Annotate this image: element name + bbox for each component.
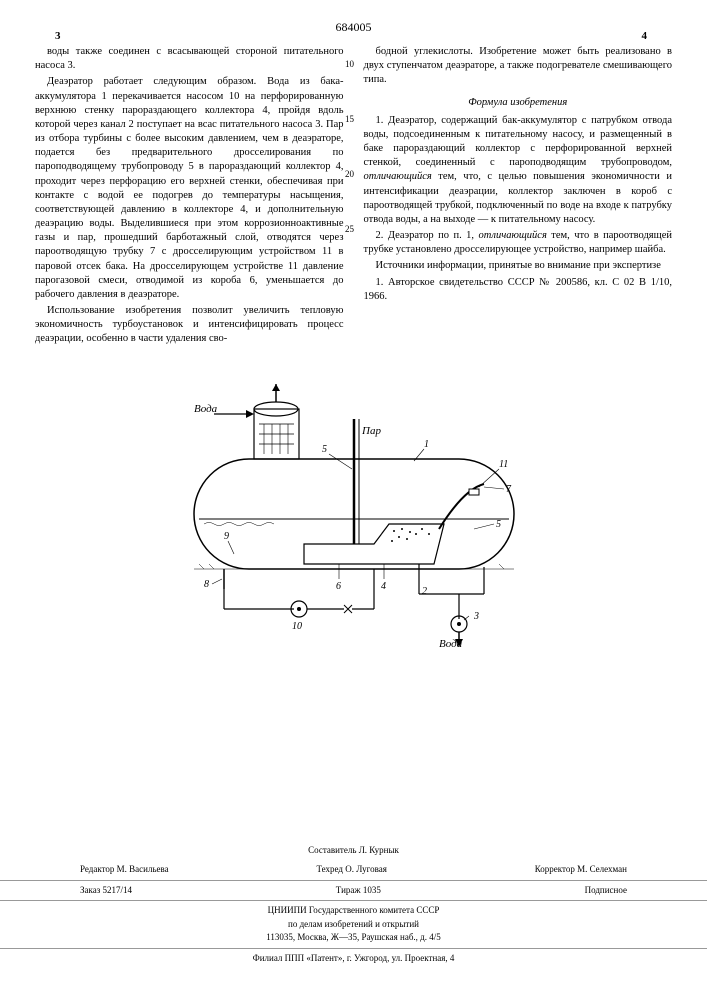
page-number-right: 4 xyxy=(642,30,648,42)
footer-subscription: Подписное xyxy=(585,884,627,898)
footer-block: Составитель Л. Курнык Редактор М. Василь… xyxy=(0,844,707,966)
label-5a: 5 xyxy=(322,444,327,455)
line-mark: 20 xyxy=(345,170,354,179)
footer-addr2: Филиал ППП «Патент», г. Ужгород, ул. Про… xyxy=(0,952,707,966)
footer-tirage: Тираж 1035 xyxy=(336,884,381,898)
document-number: 684005 xyxy=(35,20,672,35)
label-7: 7 xyxy=(506,484,512,495)
source-reference: 1. Авторское свидетельство СССР № 200586… xyxy=(364,276,673,304)
footer-tech: Техред О. Луговая xyxy=(317,863,387,877)
footer-order: Заказ 5217/14 xyxy=(80,884,132,898)
label-4: 4 xyxy=(381,581,386,592)
label-3: 3 xyxy=(473,611,479,622)
paragraph: Деаэратор работает следующим образом. Во… xyxy=(35,75,344,302)
label-10: 10 xyxy=(292,621,302,632)
claims-header: Формула изобретения xyxy=(364,96,673,110)
label-9: 9 xyxy=(224,531,229,542)
footer-addr1: 113035, Москва, Ж—35, Раушская наб., д. … xyxy=(0,931,707,945)
line-mark: 25 xyxy=(345,225,354,234)
footer-editor: Редактор М. Васильева xyxy=(80,863,169,877)
paragraph: Использование изобретения позволит увели… xyxy=(35,304,344,347)
label-voda-bottom: Вода xyxy=(439,638,463,649)
emphasis: отличающийся xyxy=(364,171,432,182)
footer-org2: по делам изобретений и открытий xyxy=(0,918,707,932)
label-11: 11 xyxy=(499,459,508,470)
footer-org1: ЦНИИПИ Государственного комитета СССР xyxy=(0,904,707,918)
claim-1: 1. Деаэратор, содержащий бак-аккумулятор… xyxy=(364,114,673,227)
paragraph: бодной углекислоты. Изобретение может бы… xyxy=(364,45,673,88)
footer-corrector: Корректор М. Селехман xyxy=(535,863,627,877)
text: 2. Деаэратор по п. 1, xyxy=(376,230,479,241)
left-column: воды также соединен с всасывающей сторон… xyxy=(35,45,344,349)
label-par: Пар xyxy=(361,425,381,437)
right-column: бодной углекислоты. Изобретение может бы… xyxy=(364,45,673,349)
line-mark: 15 xyxy=(345,115,354,124)
label-2: 2 xyxy=(422,586,427,597)
label-voda-top: Вода xyxy=(194,403,218,415)
label-8: 8 xyxy=(204,579,209,590)
page-number-left: 3 xyxy=(55,30,61,42)
text: 1. Деаэратор, содержащий бак-аккумулятор… xyxy=(364,115,673,169)
sources-header: Источники информации, принятые во вниман… xyxy=(364,259,673,273)
label-5b: 5 xyxy=(496,519,501,530)
line-number-marks: 10 15 20 25 xyxy=(345,60,354,280)
label-6: 6 xyxy=(336,581,341,592)
paragraph: воды также соединен с всасывающей сторон… xyxy=(35,45,344,73)
label-1: 1 xyxy=(424,439,429,450)
line-mark: 10 xyxy=(345,60,354,69)
claim-2: 2. Деаэратор по п. 1, отличающийся тем, … xyxy=(364,229,673,257)
footer-compiler: Составитель Л. Курнык xyxy=(0,844,707,858)
deaerator-diagram: Вода Пар 5 6 4 11 7 1 xyxy=(144,369,564,649)
emphasis: отличающийся xyxy=(479,230,547,241)
